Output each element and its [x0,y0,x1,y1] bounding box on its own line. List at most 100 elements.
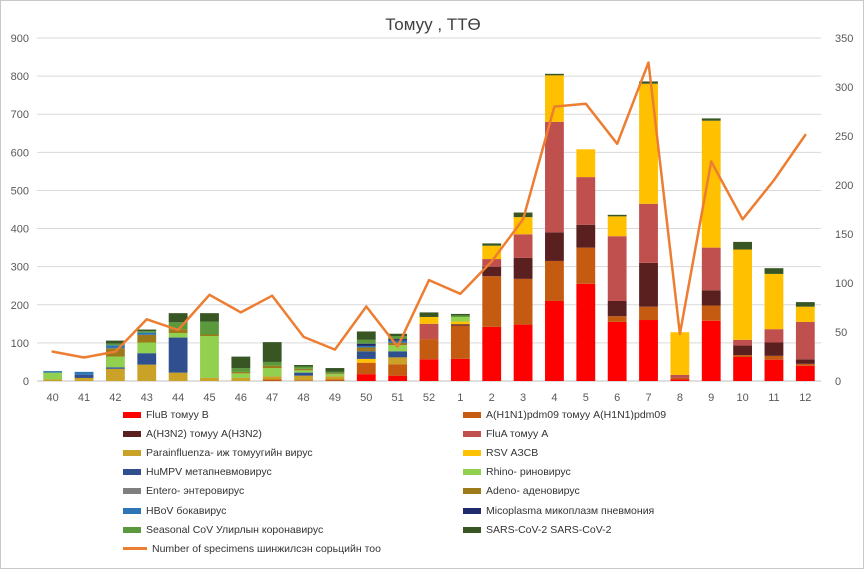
bar-segment [419,323,439,340]
bar-segment [733,339,753,346]
bar-segment [294,368,313,371]
bar-segment [43,372,63,380]
bar-segment [356,339,376,344]
legend-label: RSV АЗСВ [486,446,539,459]
bar-segment [607,300,627,317]
bar-segment [764,342,784,356]
bar-segment [670,332,690,375]
bar-segment [74,377,94,381]
legend-swatch [123,411,141,418]
legend-item: RSV АЗСВ [463,444,538,461]
bar-segment [294,364,313,367]
bar-segment [419,339,439,360]
bar-segment [450,313,470,316]
bar-segment [545,260,564,301]
bar-segment [231,356,251,369]
bar-segment [325,371,345,374]
bar-segment [482,266,502,277]
y-left-tick-label: 700 [11,109,29,121]
bar-segment [168,313,188,323]
bar-segment [733,355,753,357]
bar-segment [356,343,376,346]
bar-segment [262,365,282,369]
bar-segment [450,325,470,359]
bar-segment [325,379,345,381]
legend-item: Adeno- аденовирус [463,483,580,500]
bar-segment [607,216,627,237]
legend-swatch [123,507,141,514]
chart-title: Томуу , ТТӨ [385,15,481,34]
x-tick-label: 51 [392,392,404,404]
bar-segment [105,340,125,344]
bar-segment [105,343,125,346]
legend-label: HBoV бокавирус [146,504,227,517]
bar-segment [294,380,313,381]
y-left-tick-label: 400 [11,224,29,236]
x-tick-label: 50 [360,392,372,404]
x-tick-label: 10 [736,392,748,404]
x-tick-label: 46 [235,392,247,404]
bar-segment [262,379,282,381]
legend-label: Number of specimens шинжилсэн сорьцийн т… [152,542,381,555]
bar-segment [576,247,596,284]
legend-item: A(H3N2) томуу A(H3N2) [123,425,262,442]
bar-segment [670,379,690,381]
bar-segment [513,324,533,381]
legend-label: SARS-CoV-2 SARS-CoV-2 [486,523,612,536]
bar-segment [576,149,596,178]
bar-segment [294,370,313,373]
legend-swatch [463,430,481,437]
bar-segment [137,331,157,333]
bar-segment [419,312,439,317]
bar-segment [168,372,188,381]
legend-item: Entero- энтеровирус [123,483,244,500]
bar-segment [639,306,658,321]
x-tick-label: 40 [47,392,59,404]
bar-segment [168,337,188,373]
legend-swatch [123,488,141,495]
bar-segment [168,332,188,338]
legend-item: Micoplasma микоплазм пневмония [463,502,654,519]
legend-label: Parainfluenza- иж томуугийн вирус [146,446,313,459]
x-tick-label: 4 [551,392,557,404]
bar-segment [701,247,721,291]
x-tick-label: 12 [799,392,811,404]
bar-segment [388,333,408,337]
bar-segment [356,358,376,363]
bar-segment [764,359,784,381]
specimen-line-path [51,61,807,359]
bar-segment [74,374,94,378]
bar-segment [388,357,408,365]
bar-segment [43,379,63,381]
x-tick-label: 47 [266,392,278,404]
bar-segment [137,353,157,365]
bar-segment [168,322,188,330]
bar-segment [231,371,251,374]
y-left-tick-label: 0 [23,376,29,388]
bar-segment [137,364,157,381]
legend-swatch [463,411,481,418]
x-tick-label: 3 [520,392,526,404]
bar-segment [450,358,470,381]
bar-segment [482,243,502,246]
bar-segment [388,336,408,340]
y-left-tick-label: 500 [11,185,29,197]
bar-segment [795,363,815,366]
bar-segment [450,315,470,317]
legend-label: FluA томуу A [486,427,549,440]
bar-segment [701,118,721,121]
bar-segment [733,345,753,356]
bar-segment [545,121,564,233]
bar-segment [356,347,376,352]
bar-segment [795,302,815,307]
bar-segment [388,364,408,376]
bar-segment [513,217,533,235]
bar-segment [576,283,596,381]
y-right-tick-label: 300 [835,82,853,94]
x-tick-label: 49 [329,392,341,404]
legend-label: Micoplasma микоплазм пневмония [486,504,655,517]
bar-segment [325,376,345,380]
legend-item: HBoV бокавирус [123,502,226,519]
bar-segment [764,268,784,274]
